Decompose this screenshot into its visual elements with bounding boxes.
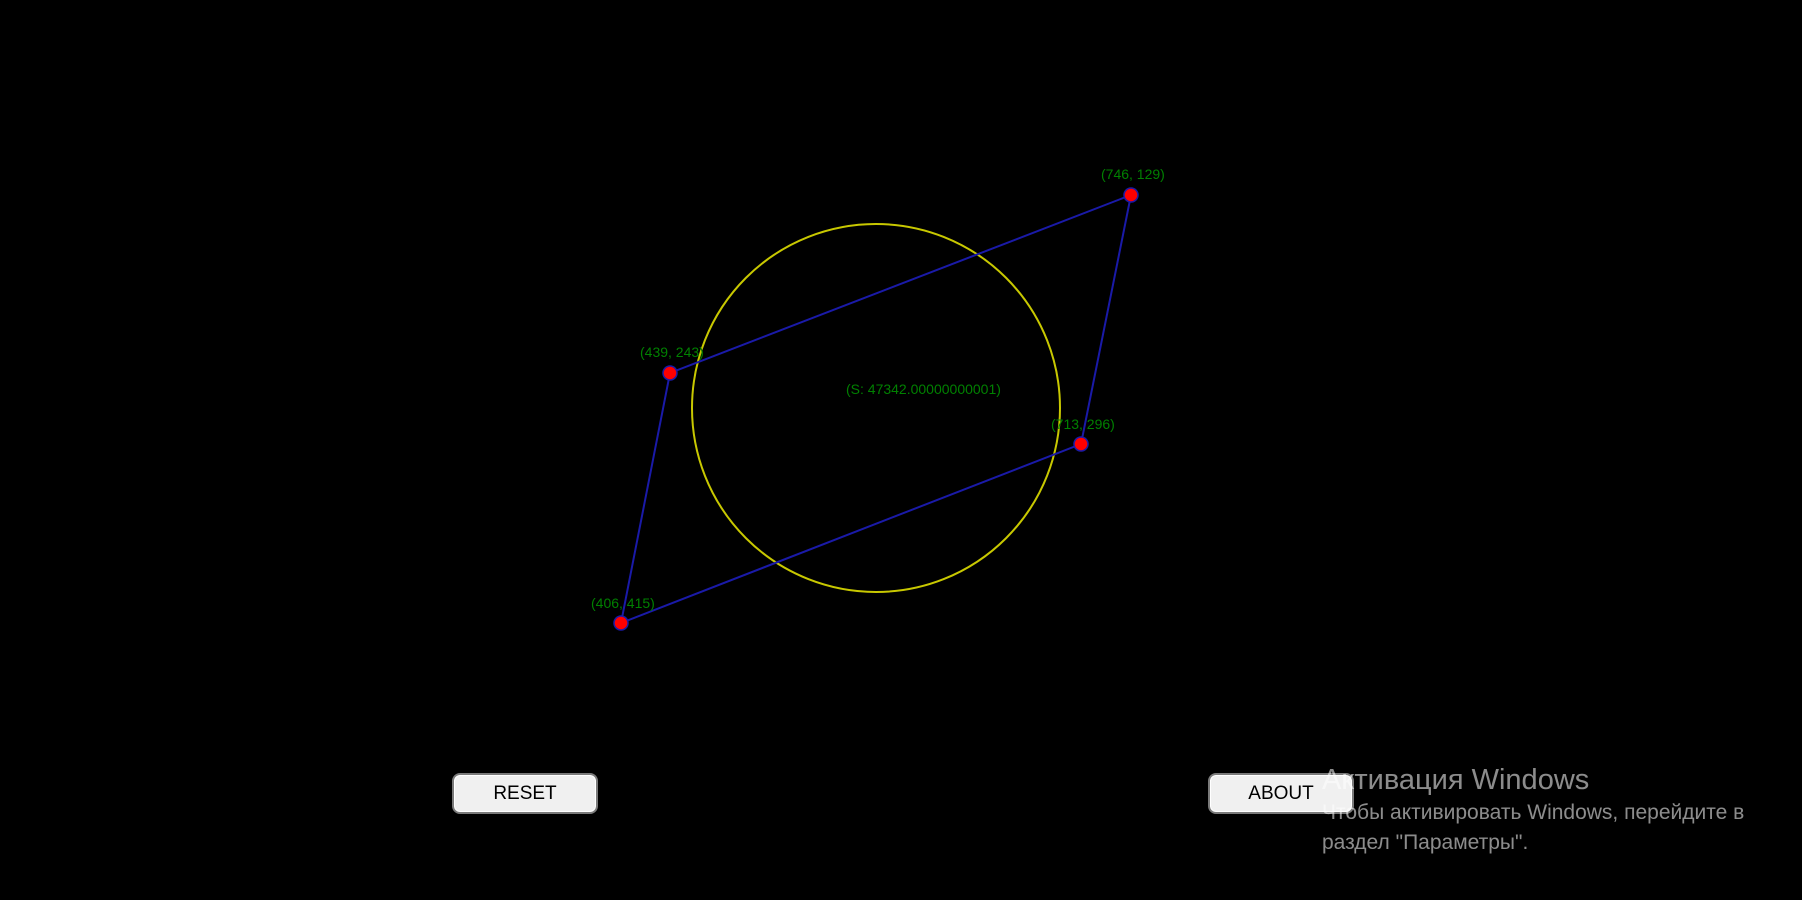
- vertex-label-3: (713, 296): [1051, 416, 1115, 432]
- watermark-line-1: Чтобы активировать Windows, перейдите в: [1322, 801, 1745, 824]
- windows-activation-watermark: Активация Windows Чтобы активировать Win…: [1322, 762, 1792, 858]
- watermark-title: Активация Windows: [1322, 764, 1590, 796]
- vertex-label-2: (439, 243): [640, 344, 704, 360]
- area-label: (S: 47342.00000000001): [846, 381, 1001, 397]
- watermark-line-2: раздел "Параметры".: [1322, 831, 1529, 854]
- about-button[interactable]: ABOUT: [1208, 773, 1354, 814]
- vertex-label-1: (746, 129): [1101, 166, 1165, 182]
- vertex-label-4: (406, 415): [591, 595, 655, 611]
- reset-button[interactable]: RESET: [452, 773, 598, 814]
- parallelogram: [619, 193, 1133, 625]
- vertex-point-4[interactable]: [613, 615, 629, 631]
- circle: [691, 223, 1061, 593]
- vertex-point-3[interactable]: [1073, 436, 1089, 452]
- vertex-point-1[interactable]: [1123, 187, 1139, 203]
- vertex-point-2[interactable]: [662, 365, 678, 381]
